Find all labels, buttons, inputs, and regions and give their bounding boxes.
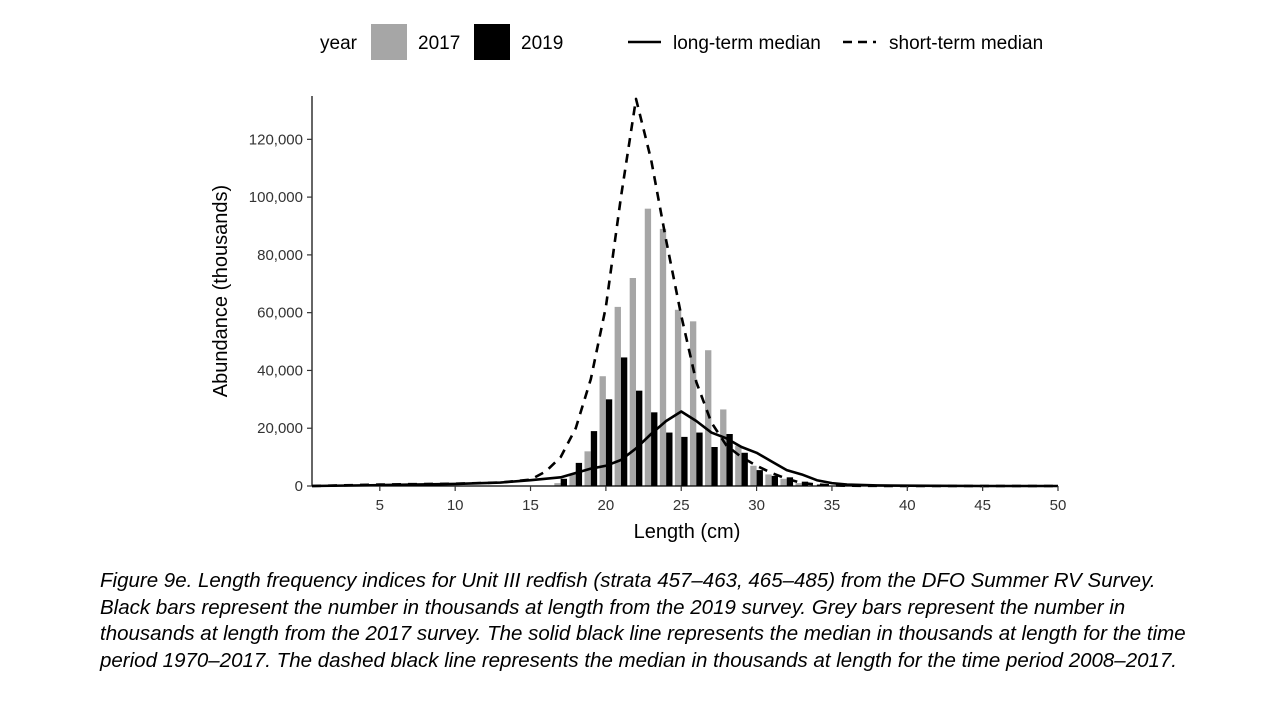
- bar-2019-23: [651, 412, 658, 486]
- line-layer: [311, 97, 1058, 488]
- bar-2019-32: [786, 477, 794, 486]
- bar-2017-31: [765, 474, 772, 486]
- figure-caption: Figure 9e. Length frequency indices for …: [100, 569, 1186, 672]
- y-tick-label-20000: 20,000: [257, 420, 303, 437]
- bar-2017-28: [720, 409, 727, 486]
- x-tick-label-5: 5: [376, 497, 384, 514]
- bar-2017-22: [629, 278, 637, 486]
- bar-2019-29: [741, 452, 748, 486]
- y-tick-label-120000: 120,000: [249, 131, 303, 148]
- bar-2017-24: [659, 228, 667, 486]
- bar-2017-20: [599, 376, 606, 486]
- bar-2019-24: [666, 432, 673, 486]
- bar-2019-22: [636, 390, 643, 486]
- bar-2019-27: [711, 447, 718, 486]
- y-tick-label-0: 0: [295, 478, 303, 495]
- x-tick-label-40: 40: [899, 497, 916, 514]
- y-axis-label: Abundance (thousands): [210, 185, 232, 397]
- bar-2019-19: [590, 431, 598, 486]
- x-tick-label-25: 25: [673, 497, 690, 514]
- bar-2019-31: [771, 475, 778, 486]
- bar-2017-21: [614, 306, 621, 486]
- legend-swatch-2019: [474, 24, 510, 60]
- y-tick-label-60000: 60,000: [257, 305, 303, 322]
- bar-2017-23: [644, 208, 652, 487]
- length-frequency-chart: year 2017 2019 long-term median short-term m…: [210, 24, 1067, 543]
- bar-2017-26: [689, 321, 697, 486]
- line-short-term-median: [311, 97, 1058, 488]
- bar-2019-25: [681, 436, 688, 486]
- axes-layer: 5 10 15 20 25 30 35 40 45 50 0 20,000 40,000 60,000 80…: [249, 96, 1067, 514]
- bar-2017-25: [674, 309, 682, 486]
- bar-2019-20: [605, 399, 613, 486]
- y-tick-label-100000: 100,000: [249, 189, 303, 206]
- bar-layer: [554, 208, 824, 487]
- x-tick-label-50: 50: [1050, 497, 1067, 514]
- x-axis-label: Length (cm): [634, 521, 741, 543]
- x-tick-label-30: 30: [748, 497, 765, 514]
- y-tick-label-40000: 40,000: [257, 362, 303, 379]
- x-tick-label-35: 35: [824, 497, 841, 514]
- x-tick-label-45: 45: [974, 497, 991, 514]
- bar-2019-17: [560, 478, 567, 486]
- x-tick-label-20: 20: [598, 497, 615, 514]
- line-long-term-median: [311, 410, 1058, 488]
- legend-title: year: [320, 33, 358, 54]
- bar-2019-18: [575, 462, 583, 486]
- chart-legend: year 2017 2019 long-term median short-term m…: [320, 24, 1043, 60]
- bar-2017-33: [795, 483, 802, 486]
- bar-2017-30: [750, 465, 757, 486]
- legend-label-long-term-median: long-term median: [673, 33, 821, 54]
- bar-2019-21: [620, 357, 628, 486]
- legend-swatch-2017: [371, 24, 407, 60]
- bar-2017-32: [780, 478, 787, 486]
- x-tick-label-10: 10: [447, 497, 464, 514]
- bar-2017-18: [569, 474, 576, 486]
- bar-2019-28: [726, 434, 733, 486]
- bar-2019-26: [696, 432, 703, 486]
- legend-label-2017: 2017: [418, 33, 460, 54]
- legend-label-short-term-median: short-term median: [889, 33, 1043, 54]
- bar-2019-30: [756, 470, 763, 486]
- bar-2017-17: [554, 483, 561, 486]
- legend-label-2019: 2019: [521, 33, 563, 54]
- x-tick-label-15: 15: [522, 497, 539, 514]
- bar-2017-29: [735, 445, 742, 486]
- y-tick-label-80000: 80,000: [257, 247, 303, 264]
- bar-2017-27: [705, 350, 712, 486]
